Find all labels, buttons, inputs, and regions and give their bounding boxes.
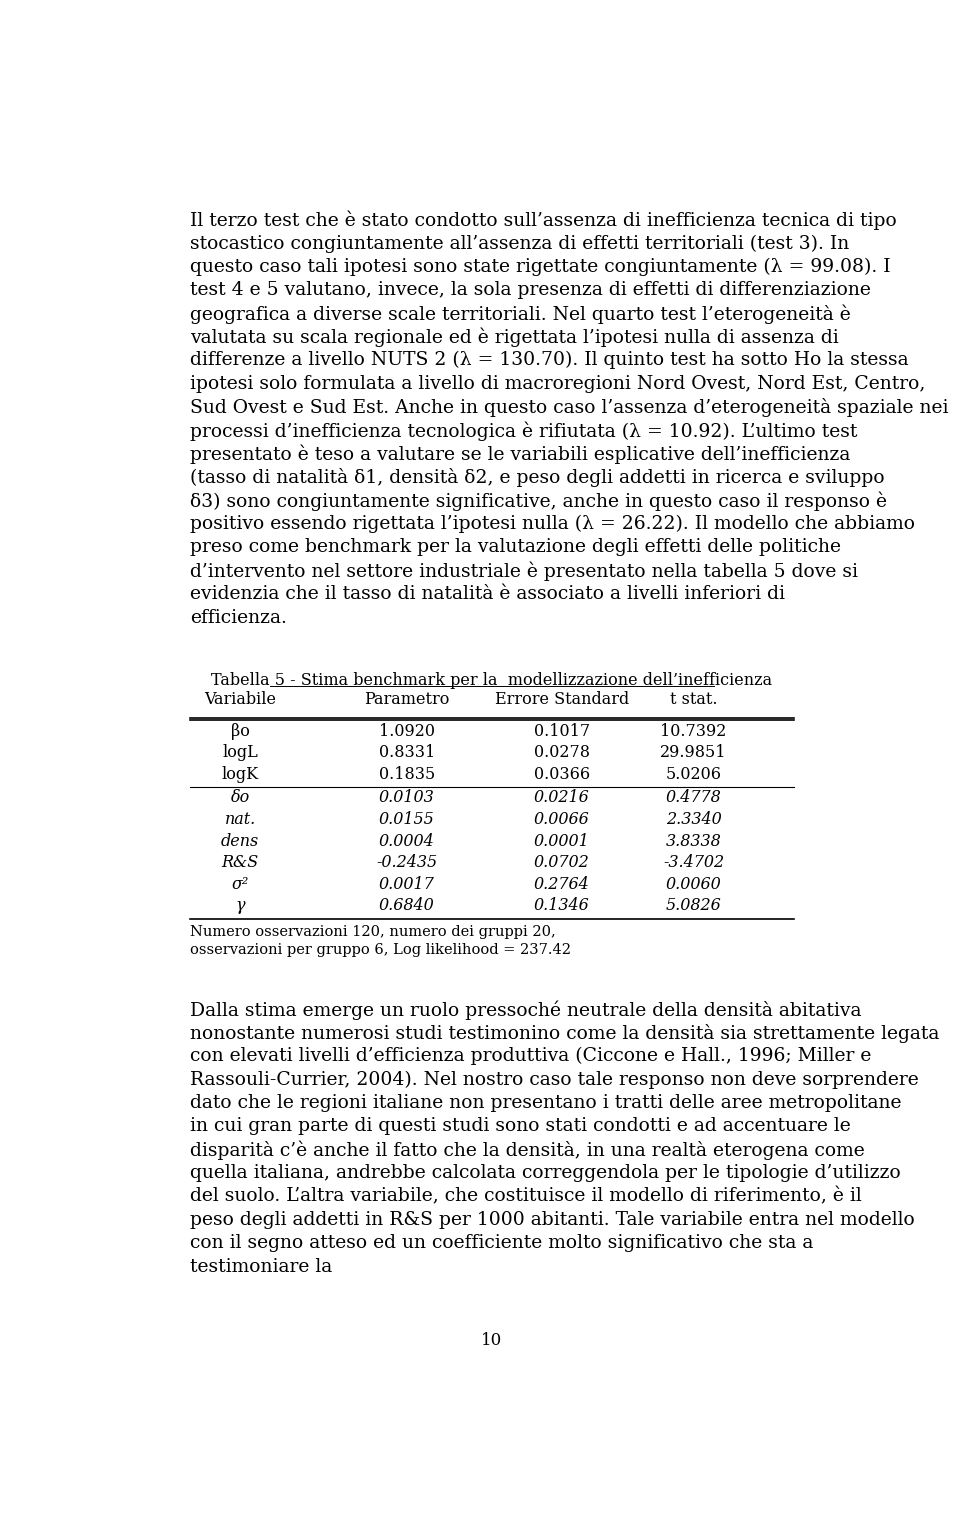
Text: con il segno atteso ed un coefficiente molto significativo che sta a: con il segno atteso ed un coefficiente m… <box>190 1234 813 1252</box>
Text: Parametro: Parametro <box>364 691 449 708</box>
Text: Numero osservazioni 120, numero dei gruppi 20,: Numero osservazioni 120, numero dei grup… <box>190 924 556 938</box>
Text: osservazioni per gruppo 6, Log likelihood = 237.42: osservazioni per gruppo 6, Log likelihoo… <box>190 943 571 957</box>
Text: 0.0155: 0.0155 <box>379 811 435 828</box>
Text: evidenzia che il tasso di natalità è associato a livelli inferiori di: evidenzia che il tasso di natalità è ass… <box>190 586 784 602</box>
Text: positivo essendo rigettata l’ipotesi nulla (λ = 26.22). Il modello che abbiamo: positivo essendo rigettata l’ipotesi nul… <box>190 515 915 533</box>
Text: stocastico congiuntamente all’assenza di effetti territoriali (test 3). In: stocastico congiuntamente all’assenza di… <box>190 235 849 253</box>
Text: 0.0060: 0.0060 <box>665 875 721 892</box>
Text: σ²: σ² <box>231 875 249 892</box>
Text: 5.0826: 5.0826 <box>665 897 721 914</box>
Text: 0.0066: 0.0066 <box>534 811 589 828</box>
Text: disparità c’è anche il fatto che la densità, in una realtà eterogena come: disparità c’è anche il fatto che la dens… <box>190 1141 865 1160</box>
Text: Variabile: Variabile <box>204 691 276 708</box>
Text: 1.0920: 1.0920 <box>379 722 435 739</box>
Text: differenze a livello NUTS 2 (λ = 130.70). Il quinto test ha sotto Ho la stessa: differenze a livello NUTS 2 (λ = 130.70)… <box>190 351 908 369</box>
Text: 0.1835: 0.1835 <box>378 765 435 783</box>
Text: ipotesi solo formulata a livello di macroregioni Nord Ovest, Nord Est, Centro,: ipotesi solo formulata a livello di macr… <box>190 374 925 392</box>
Text: quella italiana, andrebbe calcolata correggendola per le tipologie d’utilizzo: quella italiana, andrebbe calcolata corr… <box>190 1164 900 1182</box>
Text: -3.4702: -3.4702 <box>663 854 724 871</box>
Text: δo: δo <box>230 789 250 806</box>
Text: Sud Ovest e Sud Est. Anche in questo caso l’assenza d’eterogeneità spaziale nei: Sud Ovest e Sud Est. Anche in questo cas… <box>190 399 948 417</box>
Text: 0.0702: 0.0702 <box>534 854 589 871</box>
Text: 0.8331: 0.8331 <box>378 744 435 760</box>
Text: logK: logK <box>222 765 258 783</box>
Text: questo caso tali ipotesi sono state rigettate congiuntamente (λ = 99.08). I: questo caso tali ipotesi sono state rige… <box>190 258 890 276</box>
Text: testimoniare la: testimoniare la <box>190 1257 332 1275</box>
Text: γ: γ <box>235 897 245 914</box>
Text: 0.6840: 0.6840 <box>379 897 435 914</box>
Text: test 4 e 5 valutano, invece, la sola presenza di effetti di differenziazione: test 4 e 5 valutano, invece, la sola pre… <box>190 281 871 299</box>
Text: presentato è teso a valutare se le variabili esplicative dell’inefficienza: presentato è teso a valutare se le varia… <box>190 445 851 464</box>
Text: Tabella 5 - Stima benchmark per la  modellizzazione dell’inefficienza: Tabella 5 - Stima benchmark per la model… <box>211 671 773 688</box>
Text: Dalla stima emerge un ruolo pressoché neutrale della densità abitativa: Dalla stima emerge un ruolo pressoché ne… <box>190 1001 861 1019</box>
Text: 0.0001: 0.0001 <box>534 832 589 849</box>
Text: Errore Standard: Errore Standard <box>494 691 629 708</box>
Text: 3.8338: 3.8338 <box>665 832 721 849</box>
Text: R&S: R&S <box>222 854 259 871</box>
Text: nat.: nat. <box>225 811 255 828</box>
Text: δ3) sono congiuntamente significative, anche in questo caso il responso è: δ3) sono congiuntamente significative, a… <box>190 492 887 510</box>
Text: 0.4778: 0.4778 <box>665 789 721 806</box>
Text: efficienza.: efficienza. <box>190 609 287 627</box>
Text: t stat.: t stat. <box>670 691 717 708</box>
Text: dens: dens <box>221 832 259 849</box>
Text: Il terzo test che è stato condotto sull’assenza di inefficienza tecnica di tipo: Il terzo test che è stato condotto sull’… <box>190 212 897 230</box>
Text: dato che le regioni italiane non presentano i tratti delle aree metropolitane: dato che le regioni italiane non present… <box>190 1095 901 1111</box>
Text: 10.7392: 10.7392 <box>660 722 727 739</box>
Text: -0.2435: -0.2435 <box>376 854 438 871</box>
Text: valutata su scala regionale ed è rigettata l’ipotesi nulla di assenza di: valutata su scala regionale ed è rigetta… <box>190 328 838 348</box>
Text: 2.3340: 2.3340 <box>665 811 721 828</box>
Text: 10: 10 <box>481 1332 503 1349</box>
Text: logL: logL <box>223 744 258 760</box>
Text: in cui gran parte di questi studi sono stati condotti e ad accentuare le: in cui gran parte di questi studi sono s… <box>190 1118 851 1136</box>
Text: (tasso di natalità δ1, densità δ2, e peso degli addetti in ricerca e sviluppo: (tasso di natalità δ1, densità δ2, e pes… <box>190 468 884 487</box>
Text: 0.0017: 0.0017 <box>379 875 435 892</box>
Text: 5.0206: 5.0206 <box>665 765 722 783</box>
Text: 0.0103: 0.0103 <box>379 789 435 806</box>
Text: d’intervento nel settore industriale è presentato nella tabella 5 dove si: d’intervento nel settore industriale è p… <box>190 561 857 581</box>
Text: peso degli addetti in R&S per 1000 abitanti. Tale variabile entra nel modello: peso degli addetti in R&S per 1000 abita… <box>190 1211 915 1229</box>
Text: processi d’inefficienza tecnologica è rifiutata (λ = 10.92). L’ultimo test: processi d’inefficienza tecnologica è ri… <box>190 422 857 442</box>
Text: 0.1346: 0.1346 <box>534 897 589 914</box>
Text: Rassouli-Currier, 2004). Nel nostro caso tale responso non deve sorprendere: Rassouli-Currier, 2004). Nel nostro caso… <box>190 1070 919 1088</box>
Text: 0.2764: 0.2764 <box>534 875 589 892</box>
Text: 0.1017: 0.1017 <box>534 722 589 739</box>
Text: 0.0366: 0.0366 <box>534 765 589 783</box>
Text: geografica a diverse scale territoriali. Nel quarto test l’eterogeneità è: geografica a diverse scale territoriali.… <box>190 305 851 323</box>
Text: 0.0216: 0.0216 <box>534 789 589 806</box>
Text: 0.0004: 0.0004 <box>379 832 435 849</box>
Text: 0.0278: 0.0278 <box>534 744 589 760</box>
Text: del suolo. L’altra variabile, che costituisce il modello di riferimento, è il: del suolo. L’altra variabile, che costit… <box>190 1188 861 1205</box>
Text: nonostante numerosi studi testimonino come la densità sia strettamente legata: nonostante numerosi studi testimonino co… <box>190 1024 939 1042</box>
Text: con elevati livelli d’efficienza produttiva (Ciccone e Hall., 1996; Miller e: con elevati livelli d’efficienza produtt… <box>190 1047 871 1065</box>
Text: βo: βo <box>230 722 250 739</box>
Text: 29.9851: 29.9851 <box>660 744 727 760</box>
Text: preso come benchmark per la valutazione degli effetti delle politiche: preso come benchmark per la valutazione … <box>190 538 841 556</box>
